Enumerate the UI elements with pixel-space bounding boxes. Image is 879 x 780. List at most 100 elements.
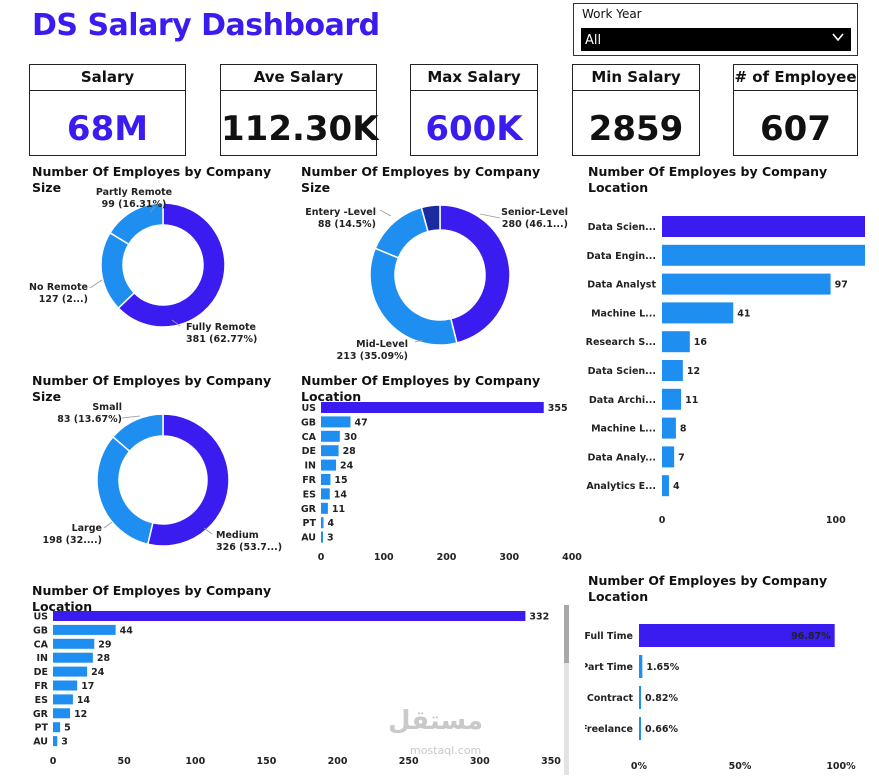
leader-line [103,521,113,529]
kpi-value: 2859 [588,109,684,149]
data-label: 12 [74,709,87,720]
kpi-title: # of Employee [734,65,857,91]
bar [321,402,544,413]
data-label: 11 [685,395,698,406]
category-label: Data Archi... [589,395,656,406]
slice-label: Medium [216,530,259,541]
data-label: 1.65% [646,662,679,673]
work-year-dropdown[interactable]: All [581,28,851,51]
slice-value-label: 127 (2...) [39,294,88,305]
data-label: 3 [61,737,68,748]
slice-label: Senior-Level [501,207,568,218]
bar [53,652,93,663]
chart-scrollbar-track[interactable] [564,605,569,775]
data-label: 332 [529,612,549,623]
kpi-card-employee-count[interactable]: # of Employee 607 [733,64,858,156]
category-label: US [301,403,316,414]
bar [662,446,675,468]
bar [662,417,676,439]
bar [639,686,641,709]
data-label: 41 [737,308,750,319]
kpi-card-max-salary[interactable]: Max Salary 600K [410,64,538,156]
bar [662,273,831,295]
kpi-value: 600K [425,109,523,149]
category-label: Part Time [585,662,633,673]
kpi-title: Salary [30,65,185,91]
category-label: US [33,612,48,623]
bar [639,624,835,647]
work-year-value: All [585,33,602,48]
leader-line [171,319,181,327]
x-tick-label: 100 [185,756,205,767]
donut-slice [117,202,226,328]
bar [321,459,337,471]
chart-title-employment-type: Number Of Employes by Company Location [588,573,828,604]
bar [321,488,330,500]
category-label: AU [33,737,48,748]
data-label: 16 [694,337,708,348]
slice-label: Fully Remote [186,322,256,333]
bar-chart-location-1[interactable]: US 355 GB 47 CA 30 DE 28 IN 24 FR 15 ES 14 GR 11 PT 4 AU 30… [296,392,586,567]
bar-chart-job-title[interactable]: Data Scien...143Data Engin...132Data Ana… [585,205,865,530]
bar [662,388,682,410]
slice-value-label: 198 (32....) [43,535,102,546]
category-label: Data Scien... [588,222,656,233]
chart-title-location-1: Number Of Employes by Company Location [301,373,541,404]
x-tick-label: 200 [328,756,348,767]
x-tick-label: 300 [470,756,490,767]
bar [53,680,78,691]
data-label: 11 [332,504,345,515]
bar [321,430,340,442]
bar [639,717,641,740]
category-label: Data Analyst [587,280,656,291]
category-label: GB [301,417,316,428]
slice-value-label: 99 (16.31%) [102,199,167,210]
work-year-slicer[interactable]: Work Year All [573,3,858,56]
bar [53,611,526,621]
bar [321,416,351,428]
data-label: 8 [680,424,687,435]
leader-line [414,339,424,343]
x-tick-label: 100% [826,761,856,772]
category-label: CA [302,432,317,443]
x-tick-label: 200 [437,552,457,563]
slice-value-label: 326 (53.7...) [216,542,282,553]
bar [53,722,61,733]
x-tick-label: 0% [631,761,648,772]
data-label: 47 [354,417,367,428]
slice-label: No Remote [29,282,88,293]
chevron-down-icon[interactable] [831,30,845,48]
category-label: IN [305,461,317,472]
watermark-logo: مستقل [388,706,484,736]
kpi-card-ave-salary[interactable]: Ave Salary 112.30K [220,64,379,156]
kpi-card-salary[interactable]: Salary 68M [29,64,186,156]
data-label: 4 [328,518,335,529]
data-label: 30 [344,432,358,443]
data-label: 28 [97,653,111,664]
kpi-title: Max Salary [411,65,537,91]
data-label: 14 [334,489,348,500]
leader-line [89,279,103,289]
category-label: Contract [587,693,634,704]
chart-scrollbar-thumb[interactable] [564,605,569,663]
chart-title-experience: Number Of Employes by Company Size [301,164,541,195]
bar-chart-location-2[interactable]: US 332 GB 44 CA 29 IN 28 DE 24 FR 17 ES 14 GR 12 PT 5 AU 30… [28,604,563,776]
slice-value-label: 88 (14.5%) [318,219,376,230]
leader-line [149,203,159,213]
data-label: 28 [343,446,357,457]
kpi-card-min-salary[interactable]: Min Salary 2859 [572,64,700,156]
slice-label: Large [72,523,102,534]
work-year-label: Work Year [582,7,642,21]
data-label: 7 [678,452,685,463]
bar-chart-employment-type[interactable]: Full Time 96.87% Part Time 1.65% Contract 0.8… [585,614,875,774]
data-label: 4 [673,481,680,492]
chart-title-remote: Number Of Employes by Company Size [32,164,272,195]
data-label: 355 [548,403,568,414]
data-label: 3 [327,533,334,544]
bar [662,244,865,266]
category-label: ES [35,695,48,706]
bar [321,474,331,485]
